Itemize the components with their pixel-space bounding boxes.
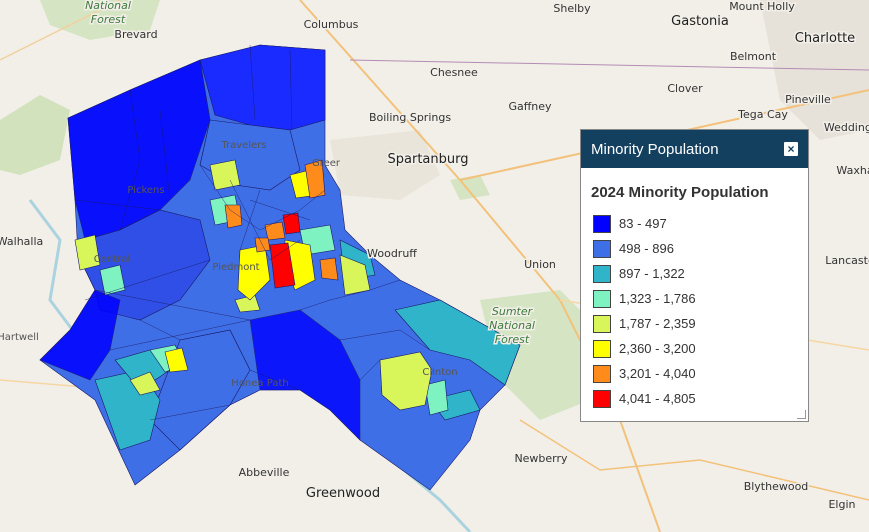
legend-label: 1,323 - 1,786 [619,291,696,306]
place-label: Central [94,254,130,265]
place-label: Columbus [304,18,359,31]
place-label: National [489,319,535,332]
place-label: Boiling Springs [369,111,451,124]
legend-title: Minority Population [591,140,719,158]
place-label: Clover [667,82,703,95]
place-label: Chesnee [430,66,478,79]
place-label: National [85,0,131,12]
place-label: Forest [91,13,126,26]
place-label: Blythewood [744,480,809,493]
place-label: Pickens [127,185,164,196]
place-label: Charlotte [795,31,855,46]
place-label: Hartwell [0,332,39,343]
place-label: Shelby [553,2,591,15]
legend-item: 498 - 896 [593,236,808,261]
legend-list: 83 - 497 498 - 896 897 - 1,322 1,323 - 1,78… [581,211,808,411]
place-label: Greenwood [306,486,380,501]
legend-item: 1,787 - 2,359 [593,311,808,336]
place-label: Newberry [514,452,568,465]
legend-swatch [593,389,611,408]
place-label: Belmont [730,50,777,63]
legend-item: 4,041 - 4,805 [593,386,808,411]
legend-swatch [593,289,611,308]
legend-swatch [593,214,611,233]
legend-panel: Minority Population × 2024 Minority Popu… [580,129,809,422]
legend-label: 83 - 497 [619,216,667,231]
choropleth-layer[interactable] [39,44,521,491]
legend-label: 498 - 896 [619,241,674,256]
place-label: Spartanburg [388,152,469,167]
place-label: Piedmont [212,262,259,273]
legend-item: 83 - 497 [593,211,808,236]
place-label: Walhalla [0,235,43,248]
place-label: Gastonia [671,14,729,29]
legend-item: 1,323 - 1,786 [593,286,808,311]
place-label: Waxha [836,164,869,177]
place-label: Woodruff [367,247,417,260]
place-label: Travelers [220,140,266,151]
legend-header: Minority Population × [581,130,808,168]
place-label: Brevard [114,28,157,41]
place-label: Weddingt [824,121,869,134]
place-label: Forest [495,333,530,346]
legend-label: 1,787 - 2,359 [619,316,696,331]
legend-label: 3,201 - 4,040 [619,366,696,381]
place-label: Honea Path [231,378,288,389]
close-icon[interactable]: × [784,142,798,156]
legend-subtitle: 2024 Minority Population [591,184,769,201]
place-label: Elgin [828,498,855,511]
legend-label: 4,041 - 4,805 [619,391,696,406]
legend-swatch [593,314,611,333]
resize-handle[interactable] [797,410,806,419]
place-label: Tega Cay [737,108,788,121]
legend-label: 897 - 1,322 [619,266,685,281]
place-label: Mount Holly [729,0,795,13]
legend-item: 897 - 1,322 [593,261,808,286]
legend-swatch [593,239,611,258]
place-label: Lancaste [825,254,869,267]
place-label: Union [524,258,556,271]
legend-label: 2,360 - 3,200 [619,341,696,356]
place-label: Pineville [785,93,831,106]
legend-swatch [593,264,611,283]
legend-item: 3,201 - 4,040 [593,361,808,386]
legend-item: 2,360 - 3,200 [593,336,808,361]
place-label: Sumter [492,305,534,318]
legend-swatch [593,364,611,383]
legend-swatch [593,339,611,358]
place-label: Abbeville [239,466,290,479]
place-label: Clinton [422,367,457,378]
place-label: Gaffney [508,100,552,113]
place-label: Greer [312,158,341,169]
